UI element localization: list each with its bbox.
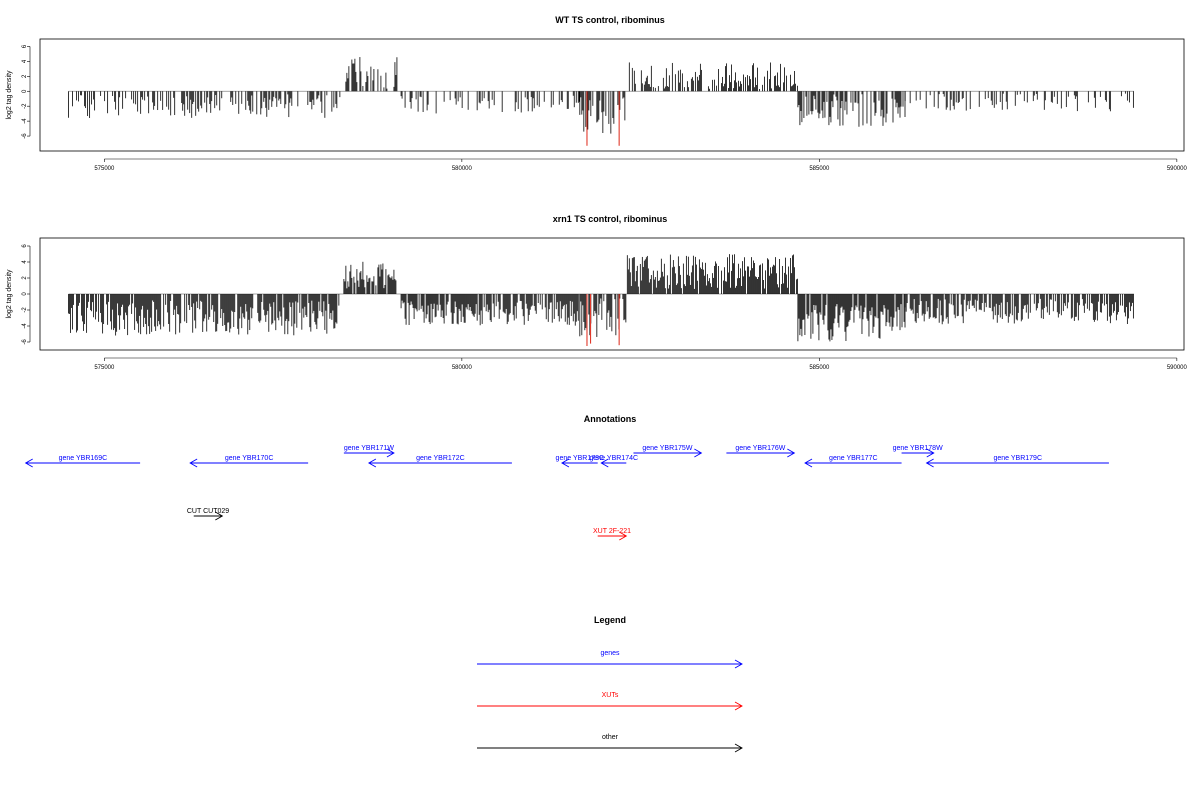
x-tick-label: 590000 (1167, 365, 1188, 371)
wt-y-axis-label: log2 tag density (6, 70, 13, 120)
gene-arrow-head (189, 458, 198, 468)
y-tick-label: 0 (22, 292, 28, 296)
gene-arrow-head (926, 448, 935, 458)
xut-label: XUT 2F-221 (593, 528, 631, 535)
gene-annotations: gene YBR169C gene YBR170C gene YBR171W gene… (24, 445, 1109, 468)
legend-label: genes (600, 650, 620, 657)
x-tick-label: 580000 (452, 166, 473, 172)
gene-arrow-head (787, 448, 796, 458)
other-annotations: CUT CUT029 (187, 508, 229, 521)
legend-label: XUTs (602, 692, 619, 699)
gene-label: gene YBR170C (225, 455, 274, 462)
legend-arrow-head (734, 701, 743, 711)
other-label: CUT CUT029 (187, 508, 229, 515)
gene-label: gene YBR175W (642, 445, 692, 452)
gene-label: gene YBR177C (829, 455, 878, 462)
x-tick-label: 585000 (809, 365, 830, 371)
gene-arrow-head (600, 458, 609, 468)
y-tick-label: 2 (22, 74, 28, 78)
gene-label: gene YBR173C (556, 455, 605, 462)
y-tick-label: 0 (22, 89, 28, 93)
gene-label: gene YBR178W (893, 445, 943, 452)
gene-label: gene YBR169C (59, 455, 108, 462)
gene-arrow-head (367, 458, 377, 468)
gene-label: gene YBR179C (993, 455, 1042, 462)
gene-arrow-head (694, 448, 703, 458)
y-tick-label: 2 (22, 276, 28, 280)
y-tick-label: -6 (22, 339, 28, 345)
wt-track-title: WT TS control, ribominus (555, 15, 665, 25)
legend-arrow-head (734, 659, 743, 669)
xrn1-track-panel: xrn1 TS control, ribominus log2 tag dens… (6, 214, 1188, 371)
xrn1-plot-frame (39, 237, 1185, 351)
annotations-title: Annotations (584, 414, 637, 424)
x-tick-label: 580000 (452, 365, 473, 371)
gene-arrow-head (925, 458, 934, 468)
y-tick-label: -4 (22, 323, 28, 329)
y-tick-label: -2 (22, 307, 28, 313)
xrn1-y-axis-label: log2 tag density (6, 269, 13, 319)
wt-plot-frame (39, 38, 1185, 152)
y-tick-label: 4 (22, 260, 28, 264)
x-tick-label: 590000 (1167, 166, 1188, 172)
gene-label: gene YBR174C (590, 455, 639, 462)
gene-arrow-head (386, 448, 395, 458)
xrn1-signal-bars (68, 254, 1134, 346)
annotations-panel: Annotations gene YBR169C gene YBR170Cgene… (24, 414, 1109, 541)
legend-panel: Legend genes XUTs other (477, 615, 743, 753)
other-arrow-head (215, 511, 224, 521)
x-tick-label: 575000 (94, 166, 115, 172)
wt-y-axis: 6 4 2 0 -2 -4 -6 (22, 44, 31, 139)
gene-arrow-head (24, 458, 33, 468)
wt-x-axis: 575000 580000 585000 590000 (94, 158, 1188, 172)
gene-label: gene YBR176W (735, 445, 785, 452)
y-tick-label: -6 (22, 133, 28, 139)
legend-label: other (602, 734, 619, 741)
y-tick-label: 6 (22, 44, 28, 48)
xrn1-track-title: xrn1 TS control, ribominus (553, 214, 668, 224)
legend-arrow-head (734, 743, 743, 753)
wt-signal-bars (68, 57, 1134, 146)
legend-items: genes XUTs other (477, 650, 743, 753)
y-tick-label: -2 (22, 103, 28, 109)
x-tick-label: 585000 (809, 166, 830, 172)
xut-annotations: XUT 2F-221 (593, 528, 631, 541)
y-tick-label: 6 (22, 244, 28, 248)
x-tick-label: 575000 (94, 365, 115, 371)
y-tick-label: 4 (22, 59, 28, 63)
gene-arrow-head (804, 458, 813, 468)
gene-label: gene YBR171W (344, 445, 394, 452)
y-tick-label: -4 (22, 118, 28, 124)
xrn1-y-axis: 6 4 2 0 -2 -4 -6 (22, 244, 31, 345)
gene-label: gene YBR172C (416, 455, 465, 462)
wt-track-panel: WT TS control, ribominus log2 tag densit… (6, 15, 1188, 172)
legend-title: Legend (594, 615, 626, 625)
xrn1-x-axis: 575000 580000 585000 590000 (94, 357, 1188, 371)
gene-arrow-head (561, 458, 570, 468)
xut-arrow-head (619, 531, 628, 541)
